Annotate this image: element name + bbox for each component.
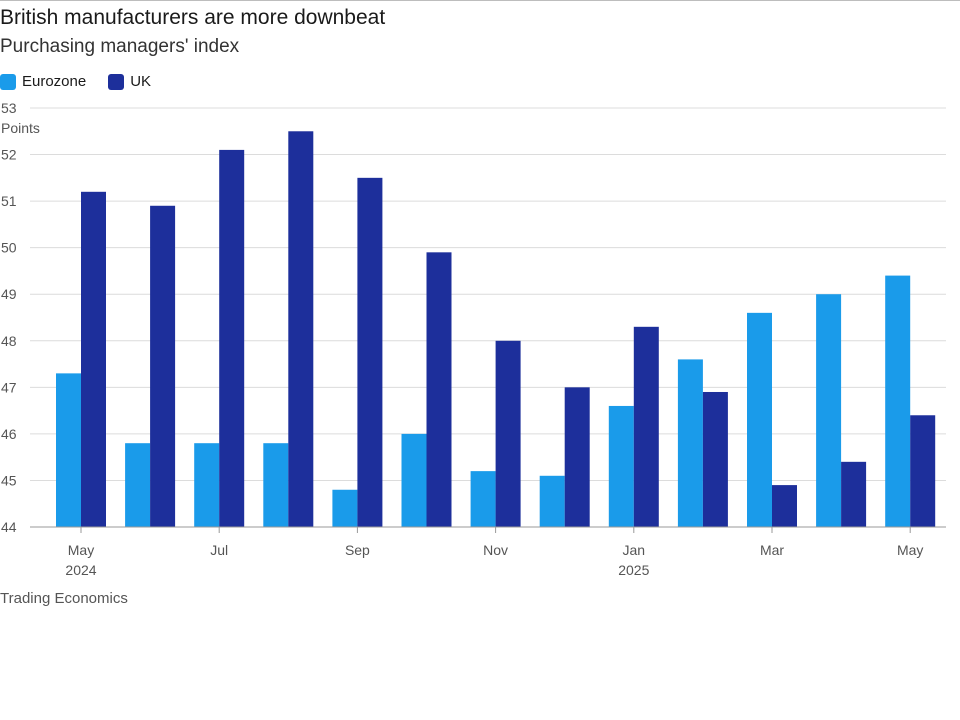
bar-uk (841, 461, 867, 527)
y-tick-label: 47 (1, 379, 17, 395)
legend-swatch-eurozone (0, 73, 16, 90)
y-tick-label: 44 (1, 519, 17, 535)
bar-uk (772, 485, 797, 527)
bar-eurozone (401, 433, 427, 527)
y-tick-label: 50 (1, 240, 17, 256)
source-note: Trading Economics (0, 590, 128, 607)
bar-uk (702, 391, 728, 527)
legend-swatch-uk (108, 73, 125, 90)
y-tick-label: 46 (1, 426, 17, 442)
y-axis-ticks: 44 45 46 47 48 49 50 51 52 53 (1, 100, 17, 535)
bar-eurozone (608, 405, 634, 527)
legend-item-eurozone: Eurozone (0, 73, 86, 90)
bar-eurozone (677, 359, 703, 527)
x-tick-label: May (897, 542, 923, 558)
bar-eurozone (332, 489, 358, 527)
x-tick-label: Sep (345, 542, 370, 558)
x-tick-label: Mar (760, 542, 784, 558)
bar-uk (288, 131, 314, 527)
y-tick-label: 48 (1, 333, 17, 349)
bar-eurozone (816, 294, 842, 527)
bar-eurozone (263, 443, 289, 527)
x-tick-label: Jan (623, 542, 646, 558)
bar-uk (633, 326, 659, 527)
bar-eurozone (747, 312, 772, 527)
legend: Eurozone UK (0, 73, 173, 90)
bar-uk (150, 205, 176, 527)
y-tick-label: 45 (1, 472, 17, 488)
bar-uk (426, 252, 452, 528)
legend-label-uk: UK (130, 73, 152, 90)
legend-label-eurozone: Eurozone (22, 73, 87, 90)
y-tick-label: 51 (1, 193, 17, 209)
bar-uk (910, 415, 936, 527)
x-tick-year-label: 2025 (618, 562, 649, 578)
bars (56, 131, 936, 528)
top-rule (0, 0, 960, 1)
bar-chart: 44 45 46 47 48 49 50 51 52 53 Points May 2024 Jul Se… (1, 100, 946, 578)
x-tick-label: May (68, 542, 94, 558)
x-tick-year-label: 2024 (65, 562, 96, 578)
bar-uk (495, 340, 521, 527)
x-axis: May 2024 Jul Sep Nov Jan 2025 Mar May (30, 526, 946, 578)
gridlines (30, 107, 946, 481)
bar-eurozone (539, 475, 565, 527)
chart-subtitle: Purchasing managers' index (0, 36, 240, 57)
y-tick-label: 49 (1, 286, 17, 302)
y-tick-label: 53 (1, 100, 17, 116)
x-tick-label: Nov (483, 542, 508, 558)
bar-eurozone (470, 471, 496, 527)
bar-uk (357, 177, 383, 528)
chart-title: British manufacturers are more downbeat (0, 6, 386, 29)
bar-uk (81, 191, 106, 528)
bar-eurozone (56, 373, 81, 527)
bar-eurozone (194, 443, 220, 527)
legend-item-uk: UK (108, 73, 151, 90)
y-axis-label: Points (1, 120, 40, 136)
y-tick-label: 52 (1, 147, 17, 163)
bar-uk (219, 149, 245, 527)
x-tick-label: Jul (210, 542, 228, 558)
bar-eurozone (885, 275, 911, 527)
bar-eurozone (125, 443, 151, 527)
bar-uk (564, 387, 590, 527)
